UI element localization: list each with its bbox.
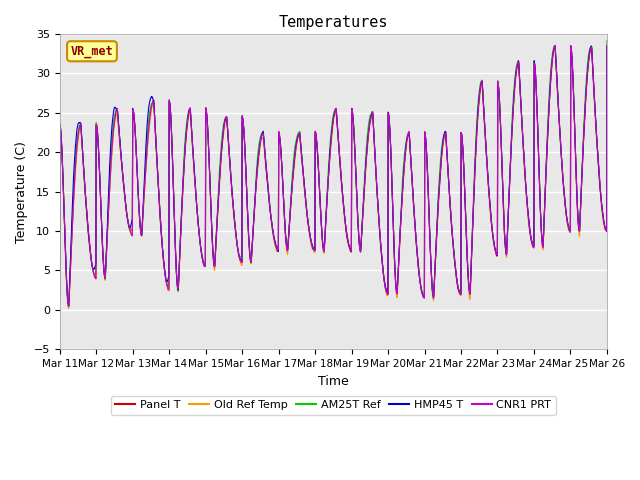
AM25T Ref <box>349 116 357 122</box>
Panel T <box>493 250 500 256</box>
HMP45 T <box>570 111 578 117</box>
HMP45 T <box>65 303 72 309</box>
CNR1 PRT <box>361 173 369 179</box>
HMP45 T <box>567 43 575 48</box>
AM25T Ref <box>65 303 72 309</box>
AM25T Ref <box>555 110 563 116</box>
Panel T <box>65 303 72 309</box>
HMP45 T <box>56 266 63 272</box>
Panel T <box>555 115 563 121</box>
Panel T <box>570 110 578 116</box>
Line: Panel T: Panel T <box>60 46 607 306</box>
CNR1 PRT <box>493 252 500 257</box>
CNR1 PRT <box>551 43 559 48</box>
Panel T <box>551 43 559 48</box>
HMP45 T <box>603 43 611 49</box>
CNR1 PRT <box>570 111 578 117</box>
CNR1 PRT <box>65 303 72 309</box>
CNR1 PRT <box>555 115 563 120</box>
Line: CNR1 PRT: CNR1 PRT <box>60 46 607 306</box>
Old Ref Temp <box>361 177 369 183</box>
Title: Temperatures: Temperatures <box>278 15 388 30</box>
Panel T <box>361 172 369 178</box>
HMP45 T <box>349 118 357 123</box>
Old Ref Temp <box>65 306 72 312</box>
Old Ref Temp <box>570 103 578 109</box>
Panel T <box>349 117 357 122</box>
CNR1 PRT <box>56 121 63 127</box>
Line: HMP45 T: HMP45 T <box>60 46 607 306</box>
AM25T Ref <box>361 165 369 170</box>
CNR1 PRT <box>209 243 216 249</box>
CNR1 PRT <box>603 43 611 49</box>
Text: VR_met: VR_met <box>70 45 113 58</box>
Panel T <box>56 295 63 301</box>
Old Ref Temp <box>349 117 357 123</box>
Line: AM25T Ref: AM25T Ref <box>60 41 607 306</box>
Old Ref Temp <box>209 243 216 249</box>
Old Ref Temp <box>56 121 63 127</box>
AM25T Ref <box>570 103 578 109</box>
AM25T Ref <box>603 38 611 44</box>
HMP45 T <box>493 252 500 257</box>
X-axis label: Time: Time <box>318 374 349 387</box>
Panel T <box>603 43 611 49</box>
Old Ref Temp <box>603 43 611 48</box>
AM25T Ref <box>493 246 500 252</box>
Legend: Panel T, Old Ref Temp, AM25T Ref, HMP45 T, CNR1 PRT: Panel T, Old Ref Temp, AM25T Ref, HMP45 … <box>111 396 556 415</box>
HMP45 T <box>361 172 369 178</box>
AM25T Ref <box>209 240 216 246</box>
Y-axis label: Temperature (C): Temperature (C) <box>15 141 28 242</box>
Panel T <box>209 241 216 247</box>
AM25T Ref <box>56 122 63 128</box>
Old Ref Temp <box>493 253 500 259</box>
HMP45 T <box>555 111 563 117</box>
Old Ref Temp <box>555 113 563 119</box>
Line: Old Ref Temp: Old Ref Temp <box>60 46 607 309</box>
CNR1 PRT <box>349 117 357 122</box>
HMP45 T <box>209 243 216 249</box>
